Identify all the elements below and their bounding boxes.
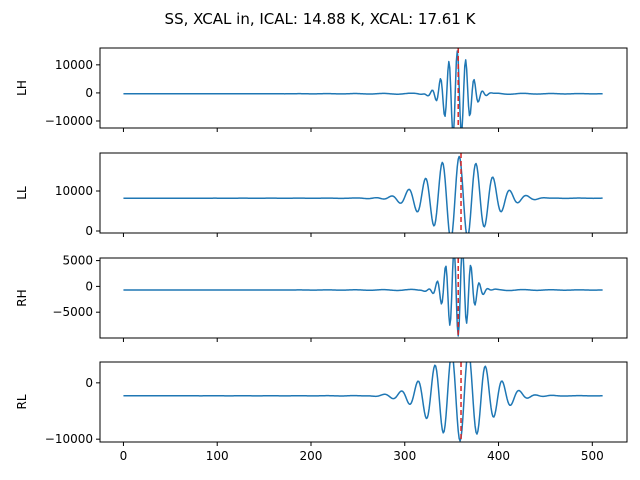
subplot-lh: −10000 0 10000 LH xyxy=(15,47,628,132)
axes-frame xyxy=(99,152,628,234)
x-tick-label: 400 xyxy=(487,449,510,463)
subplot-rh: −5000 0 5000 RH xyxy=(15,254,628,342)
axes-frame xyxy=(99,257,628,339)
y-axis-label: LH xyxy=(15,80,29,96)
y-tick-label: 10000 xyxy=(55,58,93,72)
subplot-rl: −10000 0 0 100 200 300 400 500 RL xyxy=(15,361,628,463)
series-line-ll xyxy=(123,155,603,233)
y-tick-label: 0 xyxy=(85,279,93,293)
series-line-lh xyxy=(123,50,603,128)
series-line-rh xyxy=(123,258,603,337)
y-tick-label: 0 xyxy=(85,86,93,100)
subplot-ll: 0 10000 LL xyxy=(15,152,628,238)
x-tick-label: 0 xyxy=(120,449,128,463)
x-tick-label: 200 xyxy=(300,449,323,463)
y-tick-label: −10000 xyxy=(45,432,93,446)
series-line-rl xyxy=(123,362,603,442)
y-tick-label: −5000 xyxy=(52,305,93,319)
y-tick-label: −10000 xyxy=(45,114,93,128)
figure-title: SS, XCAL in, ICAL: 14.88 K, XCAL: 17.61 … xyxy=(165,10,477,28)
y-axis-label: LL xyxy=(15,186,29,200)
x-tick-label: 300 xyxy=(393,449,416,463)
x-tick-label: 500 xyxy=(581,449,604,463)
y-tick-label: 10000 xyxy=(55,184,93,198)
y-axis-label: RL xyxy=(15,394,29,409)
y-tick-label: 5000 xyxy=(62,254,93,268)
y-axis-label: RH xyxy=(15,289,29,306)
y-tick-label: 0 xyxy=(85,224,93,238)
axes-frame xyxy=(99,361,628,443)
x-tick-label: 100 xyxy=(206,449,229,463)
y-tick-label: 0 xyxy=(85,376,93,390)
subplot-stack: −10000010000LH010000LL−500005000RH−10000… xyxy=(15,47,628,463)
axes-frame xyxy=(99,47,628,129)
